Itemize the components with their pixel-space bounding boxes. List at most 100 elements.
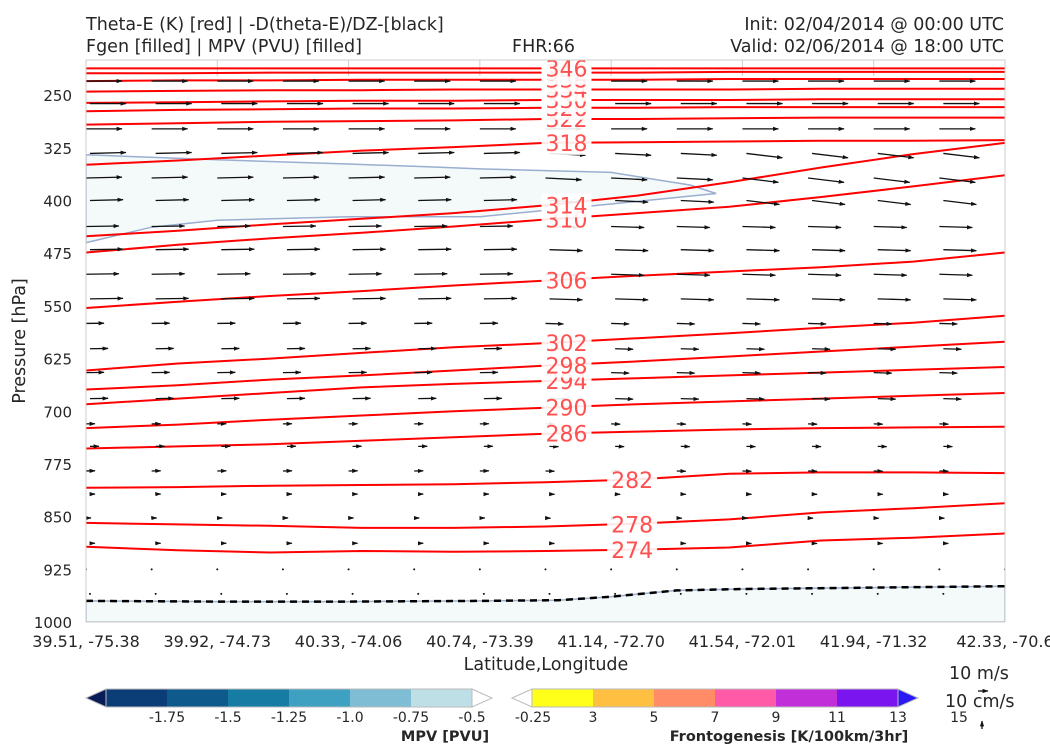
- wind-vector: [873, 225, 908, 230]
- wind-vector: [680, 152, 718, 158]
- contour-label-334: 334: [546, 79, 588, 104]
- x-tick-label: 41.14, -72.70: [557, 632, 665, 651]
- wind-vector: [1009, 349, 1027, 350]
- wind-vector: [938, 568, 941, 571]
- contour-label-286: 286: [546, 423, 588, 448]
- wind-vector: [1004, 372, 1005, 374]
- fgen-colorbar-tick-label: 11: [828, 710, 846, 726]
- mpv-colorbar-swatch: [106, 689, 168, 707]
- wind-vector: [86, 568, 87, 571]
- contour-label-302: 302: [546, 332, 588, 357]
- contour-label-bg: [607, 468, 658, 493]
- contour-label-278: 278: [611, 513, 653, 538]
- wind-vector: [352, 197, 387, 202]
- wind-vector: [151, 175, 189, 180]
- wind-vector: [549, 152, 587, 158]
- wind-vector: [742, 321, 762, 326]
- fgen-colorbar-tick-label: 9: [772, 710, 781, 726]
- contour-label-318: 318: [546, 132, 588, 157]
- wind-vector: [808, 225, 842, 230]
- x-tick-label: 39.92, -74.73: [164, 632, 272, 651]
- contour-label-bg: [541, 60, 592, 81]
- y-tick-label: 475: [43, 245, 72, 263]
- mpv-colorbar: -1.75 -1.5 -1.25 -1.0 -0.75 -0.5 -0.25 MPV [PVU…: [84, 688, 551, 745]
- mpv-colorbar-outline: [105, 688, 473, 708]
- wind-scale-speed-label: 10 m/s: [949, 664, 1009, 684]
- contour-label-290: 290: [546, 397, 588, 422]
- wind-vector: [1009, 399, 1027, 400]
- mpv-colorbar-swatch: [167, 689, 229, 707]
- wind-vector: [347, 568, 350, 571]
- theta-e-contour-274: [86, 532, 1005, 554]
- wind-vector: [89, 150, 127, 155]
- wind-vector: [808, 370, 827, 376]
- y-tick-label: 250: [43, 87, 72, 105]
- contour-label-bg: [541, 107, 592, 132]
- mpv-colorbar-tick-label: -1.25: [271, 710, 307, 726]
- wind-vector: [478, 568, 481, 571]
- mpv-colorbar-swatch: [228, 689, 290, 707]
- wind-vector: [545, 272, 580, 278]
- contour-label-298: 298: [546, 355, 588, 380]
- x-axis-label: Latitude,Longitude: [464, 655, 629, 675]
- wind-vector: [812, 396, 831, 402]
- wind-vector: [873, 370, 893, 376]
- wind-vector: [943, 297, 977, 302]
- wind-vector: [548, 592, 551, 595]
- plot-frame: [85, 59, 1006, 623]
- y-tick-label: 400: [43, 193, 72, 211]
- wind-vector: [155, 197, 190, 202]
- fgen-colorbar-swatch: [776, 689, 838, 707]
- wind-vector: [549, 248, 584, 253]
- wind-vector: [483, 150, 521, 155]
- mpv-colorbar-tick-label: -1.5: [214, 710, 241, 726]
- y-tick-label: 925: [43, 561, 72, 579]
- wind-vector: [285, 592, 288, 595]
- mpv-colorbar-low-cap: [84, 688, 107, 708]
- wind-vector: [873, 272, 908, 278]
- forecast-hour: FHR:66: [512, 37, 576, 57]
- theta-e-contour-302: [86, 314, 1005, 372]
- wind-vector: [86, 175, 123, 180]
- wind-vector: [220, 592, 223, 595]
- wind-vector: [877, 248, 912, 253]
- contour-label-bg: [541, 193, 592, 218]
- wind-vector: [286, 150, 324, 155]
- fgen-colorbar-tick-label: 15: [950, 710, 968, 726]
- contour-label-bg: [541, 67, 592, 92]
- wind-vector: [545, 225, 580, 230]
- y-tick-label: 625: [43, 351, 72, 369]
- mpv-colorbar-title: MPV [PVU]: [401, 729, 489, 745]
- wind-vector: [611, 370, 630, 376]
- title-line-2: Fgen [filled] | MPV (PVU) [filled]: [86, 37, 362, 57]
- theta-e-contour-322: [86, 116, 1005, 126]
- wind-scale-vertical-label: 10 cm/s: [945, 692, 1015, 712]
- wind-vector: [680, 297, 715, 302]
- wind-vector: [943, 248, 977, 253]
- wind-vector: [742, 177, 780, 184]
- wind-vector: [281, 568, 284, 571]
- contour-label-bg: [541, 331, 592, 356]
- wind-vector: [680, 199, 715, 204]
- wind-vector: [939, 177, 976, 184]
- wind-vector: [414, 175, 451, 180]
- fgen-colorbar-swatch: [654, 689, 716, 707]
- wind-vector: [1004, 274, 1005, 275]
- contour-label-326: 326: [546, 97, 588, 122]
- theta-e-contour-298: [86, 340, 1005, 391]
- mpv-colorbar-high-cap: [471, 688, 494, 708]
- contour-label-306: 306: [546, 270, 588, 295]
- mpv-colorbar-tick-label: -1.75: [149, 710, 185, 726]
- y-tick-label: 550: [43, 298, 72, 316]
- fgen-colorbar-swatch: [715, 689, 777, 707]
- wind-vector: [418, 150, 455, 155]
- fgen-colorbar-tick-label: 7: [711, 710, 720, 726]
- y-axis-label: Pressure [hPa]: [10, 278, 30, 404]
- wind-vector: [746, 297, 781, 302]
- wind-vector: [808, 272, 842, 278]
- wind-vector: [217, 175, 254, 180]
- wind-vector: [877, 199, 912, 206]
- wind-vector: [1004, 226, 1005, 228]
- wind-vector: [676, 272, 711, 278]
- y-tick-label: 775: [43, 456, 72, 474]
